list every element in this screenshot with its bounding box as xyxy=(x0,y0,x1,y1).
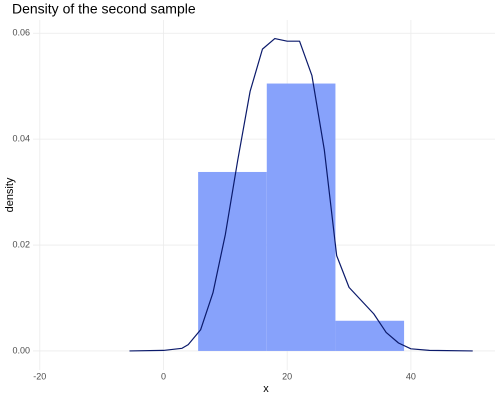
bar xyxy=(335,320,405,351)
x-tick-label: -20 xyxy=(33,371,46,381)
y-tick-label: 0.00 xyxy=(12,345,30,355)
y-tick-label: 0.04 xyxy=(12,134,30,144)
x-tick-label: 40 xyxy=(406,371,416,381)
y-tick-label: 0.06 xyxy=(12,28,30,38)
chart-title: Density of the second sample xyxy=(12,1,196,17)
density-line xyxy=(129,37,473,352)
bar xyxy=(266,83,336,351)
bar xyxy=(198,171,267,351)
x-axis-title: x xyxy=(263,383,269,395)
y-axis-title: density xyxy=(4,177,16,212)
x-tick-label: 20 xyxy=(282,371,292,381)
y-tick-label: 0.02 xyxy=(12,239,30,249)
x-tick-label: 0 xyxy=(161,371,166,381)
